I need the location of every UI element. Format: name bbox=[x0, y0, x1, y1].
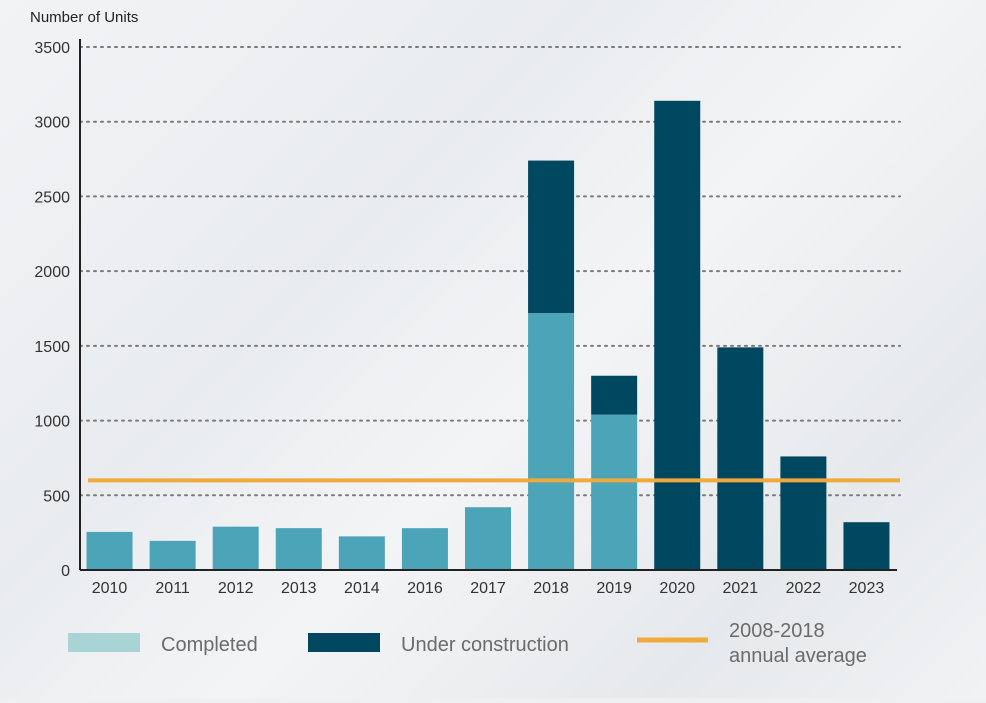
x-tick-label: 2013 bbox=[281, 580, 317, 597]
x-tick-label: 2011 bbox=[155, 580, 190, 597]
x-tick-label: 2023 bbox=[849, 580, 885, 597]
axis-layer: 2010 2011 2012 2013 2014 2016 2017 2018 2019 2020… bbox=[79, 39, 897, 597]
bar-under-construction-2022 bbox=[780, 456, 827, 570]
x-tick-label: 2022 bbox=[786, 580, 822, 597]
bar-completed-2018 bbox=[528, 312, 575, 570]
bar-under-construction-2021 bbox=[717, 347, 764, 570]
legend-swatch-completed bbox=[68, 633, 140, 652]
y-tick-label: 3000 bbox=[34, 115, 70, 132]
x-tick-label: 2016 bbox=[407, 580, 443, 597]
bars-layer bbox=[86, 100, 890, 571]
bar-completed-2010 bbox=[86, 531, 133, 570]
x-tick-label: 2019 bbox=[596, 580, 632, 597]
y-tick-label: 2000 bbox=[34, 264, 70, 281]
bar-under-construction-2020 bbox=[654, 100, 701, 571]
legend: Completed Under construction 2008-2018 a… bbox=[68, 620, 867, 667]
y-tick-label: 2500 bbox=[34, 189, 70, 206]
legend-label-average-line2: annual average bbox=[729, 645, 867, 667]
grid-layer: 0 500 1000 1500 2000 2500 3000 3500 bbox=[34, 40, 901, 580]
bar-completed-2016 bbox=[401, 528, 448, 570]
bar-under-construction-2019 bbox=[591, 375, 638, 415]
legend-label-under-construction: Under construction bbox=[401, 634, 569, 656]
legend-label-completed: Completed bbox=[161, 634, 258, 656]
x-tick-label: 2014 bbox=[344, 580, 380, 597]
legend-label-average-line1: 2008-2018 bbox=[729, 620, 825, 642]
y-tick-label: 1000 bbox=[34, 414, 70, 431]
bar-completed-2013 bbox=[275, 528, 322, 570]
x-tick-label: 2018 bbox=[533, 580, 569, 597]
y-tick-label: 0 bbox=[61, 563, 70, 580]
bar-completed-2012 bbox=[212, 526, 259, 570]
bar-completed-2014 bbox=[338, 536, 385, 570]
x-tick-label: 2010 bbox=[92, 580, 128, 597]
bar-completed-2019 bbox=[591, 414, 638, 570]
x-tick-label: 2017 bbox=[470, 580, 506, 597]
bar-completed-2011 bbox=[149, 540, 196, 570]
y-tick-label: 500 bbox=[43, 488, 70, 505]
legend-swatch-under-construction bbox=[308, 633, 380, 652]
x-tick-label: 2020 bbox=[659, 580, 695, 597]
y-tick-label: 1500 bbox=[34, 339, 70, 356]
bar-completed-2017 bbox=[465, 507, 511, 570]
x-tick-label: 2012 bbox=[218, 580, 254, 597]
x-tick-label: 2021 bbox=[723, 580, 759, 597]
y-tick-label: 3500 bbox=[34, 40, 70, 57]
bar-under-construction-2023 bbox=[843, 522, 890, 570]
y-axis-title: Number of Units bbox=[30, 9, 138, 26]
bar-under-construction-2018 bbox=[528, 160, 575, 313]
